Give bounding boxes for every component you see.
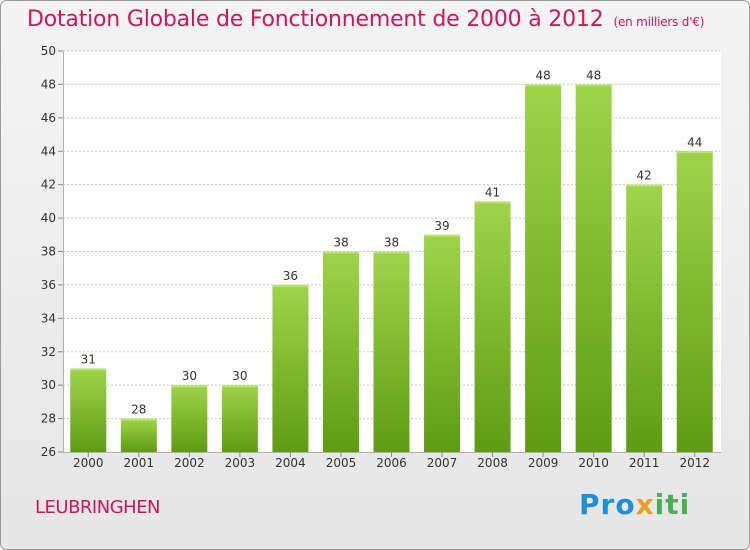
bar-2000	[70, 368, 107, 452]
data-label: 36	[283, 269, 298, 283]
x-tick-label: 2005	[326, 456, 357, 470]
logo-part-2: x	[635, 488, 655, 521]
y-tick-label: 28	[41, 412, 56, 426]
chart-title-text: Dotation Globale de Fonctionnement de 20…	[27, 7, 604, 32]
bar-top-edge	[474, 201, 511, 204]
bar-top-edge	[373, 251, 410, 254]
y-tick-label: 42	[41, 178, 56, 192]
bar-top-edge	[525, 84, 562, 87]
bar-2010	[575, 84, 612, 453]
bar-2004	[272, 284, 309, 452]
bar-top-edge	[272, 284, 309, 287]
bar-2012	[676, 151, 713, 452]
x-tick-label: 2011	[629, 456, 660, 470]
y-tick-label: 34	[41, 311, 56, 325]
bar-2009	[525, 84, 562, 453]
bar-2011	[626, 184, 663, 452]
bar-top-edge	[120, 418, 157, 421]
bar-2001	[120, 418, 157, 452]
y-tick-label: 46	[41, 111, 56, 125]
x-tick-label: 2009	[528, 456, 559, 470]
bar-2005	[322, 251, 359, 452]
bar-2006	[373, 251, 410, 452]
y-tick-label: 26	[41, 445, 56, 459]
bar-2008	[474, 201, 511, 452]
bar-2003	[221, 385, 258, 452]
logo-part-1: Pro	[579, 488, 636, 521]
x-tick-label: 2006	[376, 456, 407, 470]
y-tick-label: 48	[41, 77, 56, 91]
data-label: 42	[637, 169, 652, 183]
y-tick-label: 32	[41, 345, 56, 359]
data-label: 30	[182, 369, 197, 383]
data-label: 41	[485, 185, 500, 199]
y-tick-label: 50	[41, 44, 56, 58]
chart-subtitle: (en milliers d'€)	[613, 15, 705, 29]
bar-top-edge	[676, 151, 713, 154]
data-label: 39	[434, 219, 449, 233]
x-tick-label: 2000	[73, 456, 104, 470]
y-tick-label: 40	[41, 211, 56, 225]
x-tick-label: 2008	[477, 456, 508, 470]
data-label: 48	[586, 68, 601, 82]
data-label: 48	[535, 68, 550, 82]
bar-top-edge	[322, 251, 359, 254]
x-tick-label: 2012	[679, 456, 710, 470]
y-tick-label: 36	[41, 278, 56, 292]
x-tick-label: 2004	[275, 456, 306, 470]
logo-part-3: iti	[654, 488, 691, 521]
bar-top-edge	[171, 385, 208, 388]
bar-top-edge	[70, 368, 107, 371]
bar-2002	[171, 385, 208, 452]
bar-top-edge	[221, 385, 258, 388]
data-label: 44	[687, 135, 702, 149]
commune-name: LEUBRINGHEN	[35, 497, 161, 518]
x-tick-label: 2003	[225, 456, 256, 470]
bar-top-edge	[626, 184, 663, 187]
y-tick-label: 38	[41, 245, 56, 259]
x-tick-label: 2007	[427, 456, 458, 470]
chart-title: Dotation Globale de Fonctionnement de 20…	[27, 7, 704, 32]
y-tick-label: 44	[41, 144, 56, 158]
data-label: 31	[81, 352, 96, 366]
proxiti-logo[interactable]: Proxiti	[579, 488, 690, 521]
bar-top-edge	[424, 234, 461, 237]
x-tick-label: 2002	[174, 456, 205, 470]
data-label: 38	[333, 236, 348, 250]
y-tick-label: 30	[41, 378, 56, 392]
x-tick-label: 2010	[578, 456, 609, 470]
data-label: 30	[232, 369, 247, 383]
bar-top-edge	[575, 84, 612, 87]
data-label: 28	[131, 403, 146, 417]
x-tick-label: 2001	[124, 456, 155, 470]
data-label: 38	[384, 236, 399, 250]
bar-2007	[424, 234, 461, 452]
